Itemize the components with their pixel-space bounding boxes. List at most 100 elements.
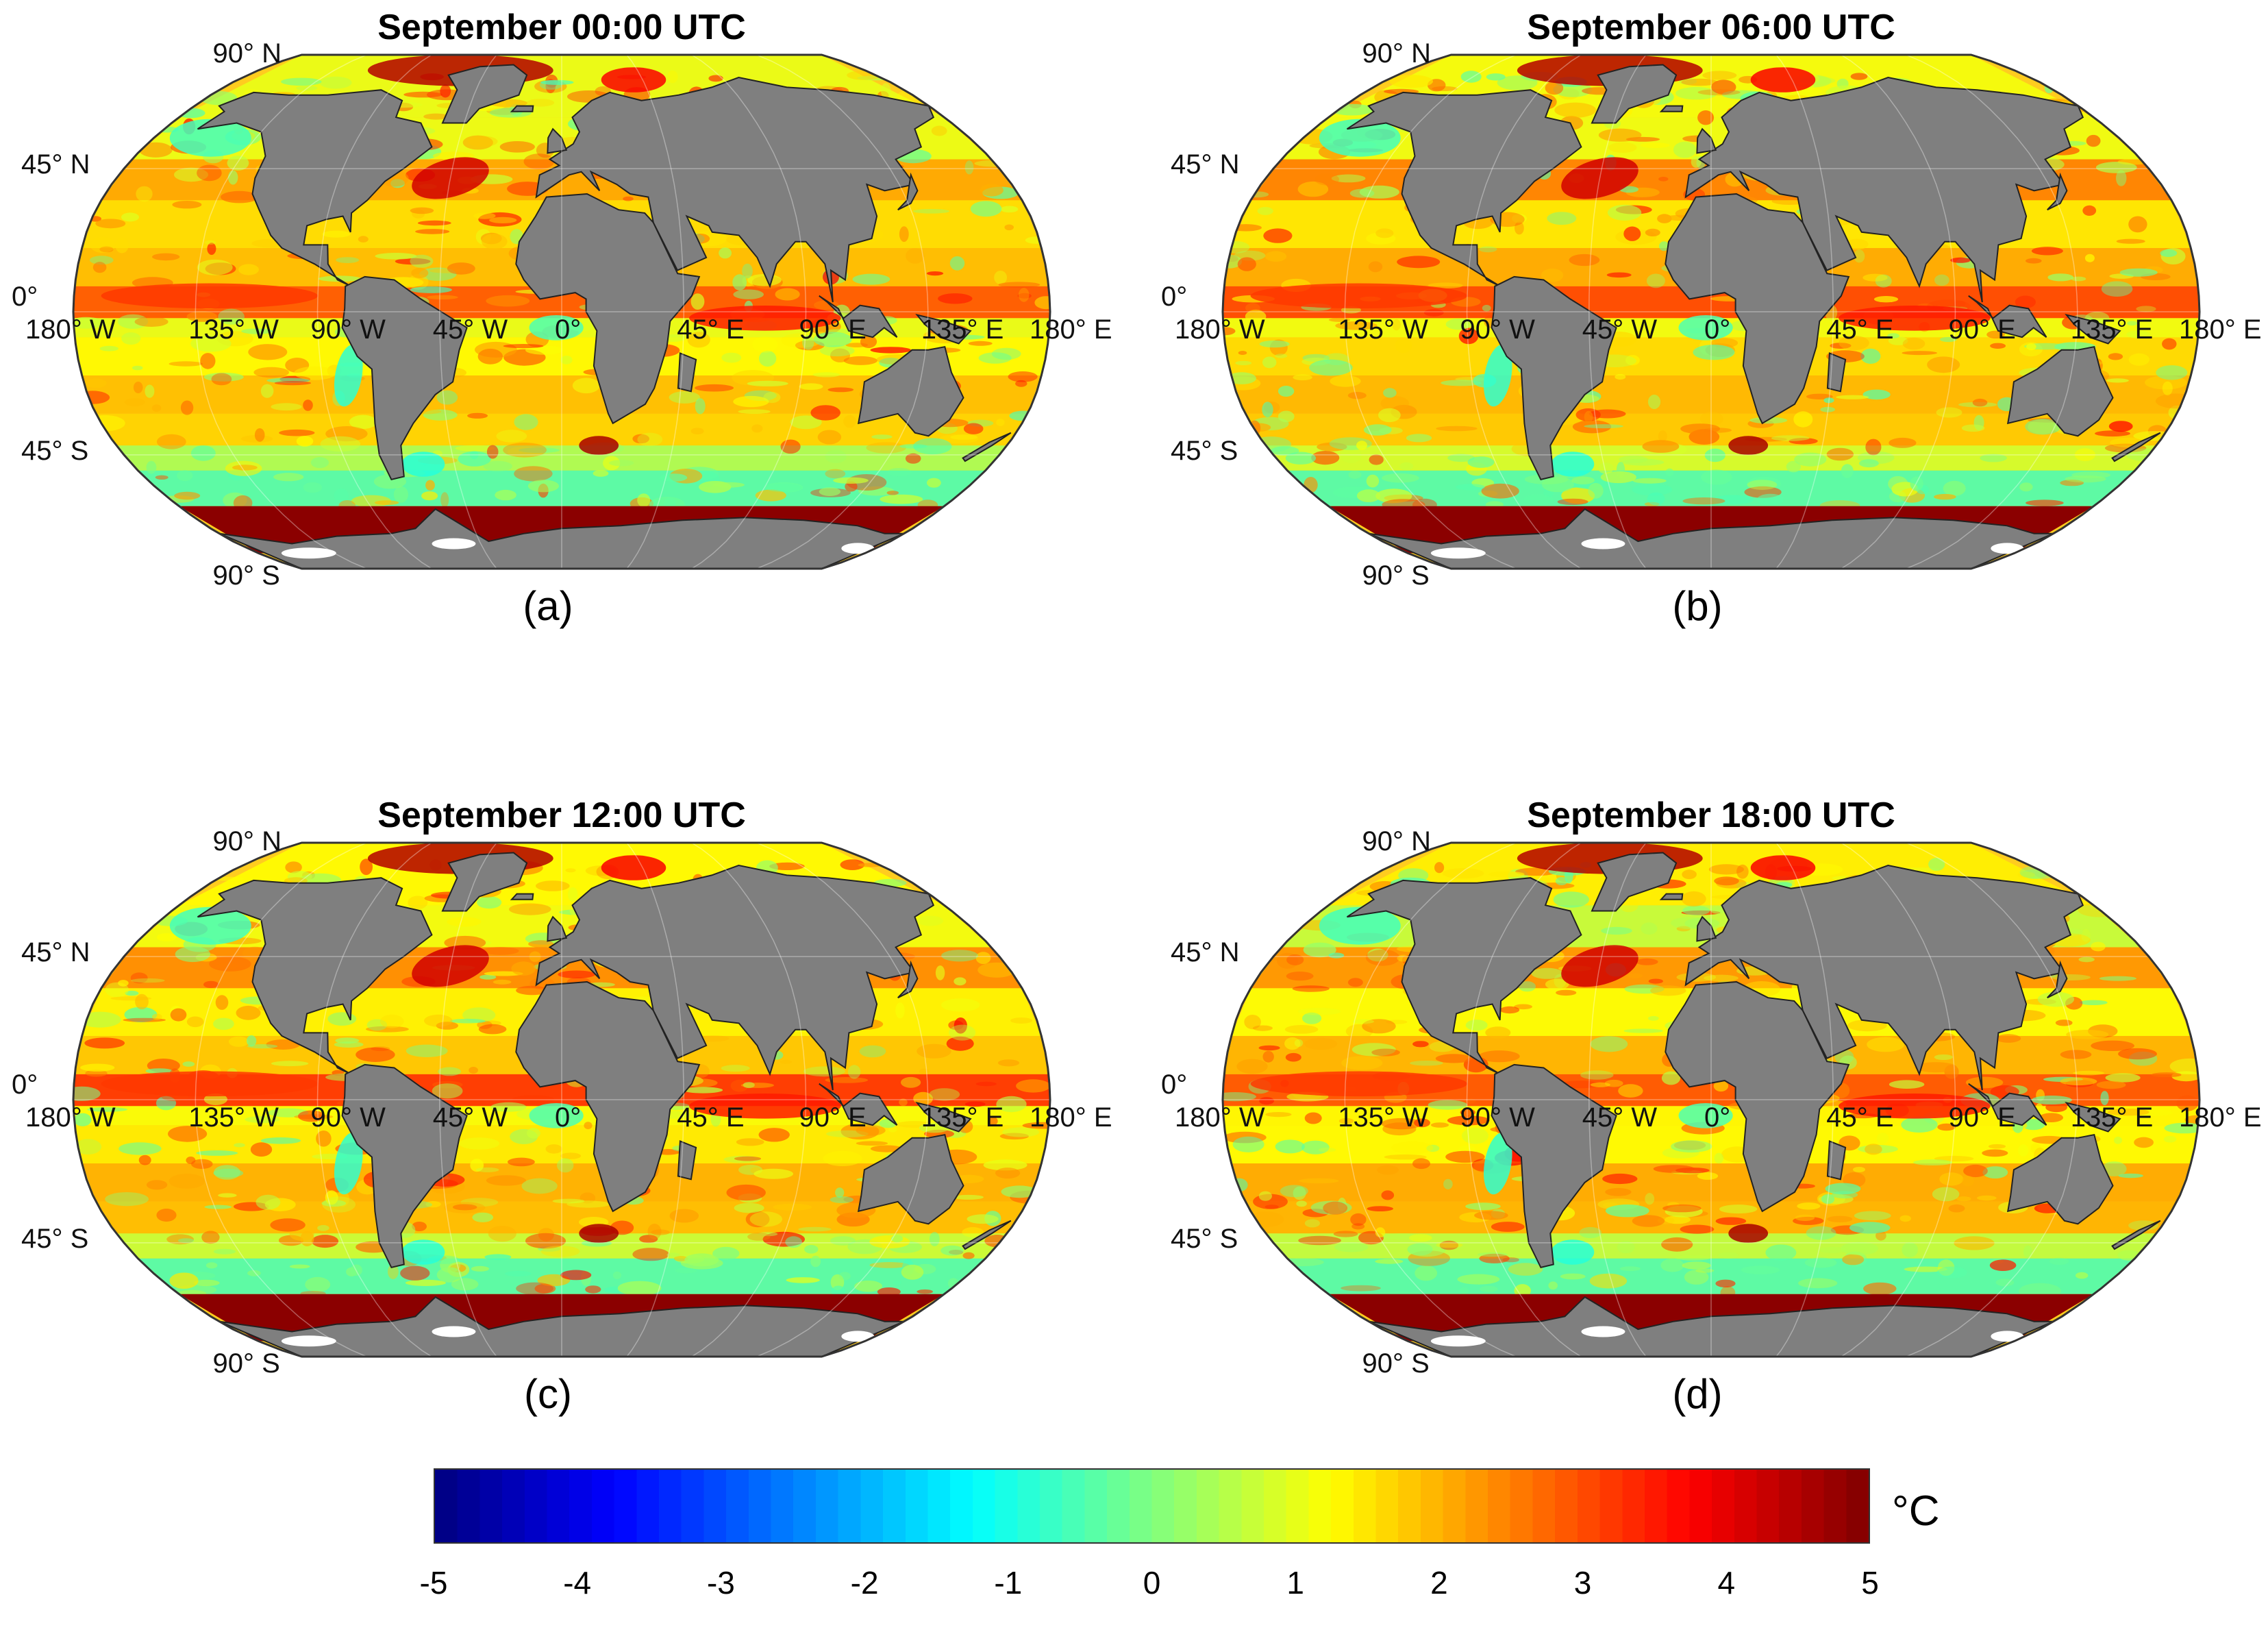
anomaly-patch [512, 1095, 555, 1104]
anomaly-patch [1940, 336, 1957, 343]
anomaly-patch [1556, 989, 1577, 996]
anomaly-patch [1661, 1071, 1681, 1085]
anomaly-patch [1235, 360, 1252, 366]
anomaly-patch [2128, 353, 2149, 366]
anomaly-patch [482, 947, 519, 955]
anomaly-patch [1623, 1028, 1663, 1033]
anomaly-patch [687, 332, 710, 348]
anomaly-patch [612, 1271, 622, 1279]
anomaly-patch [1862, 389, 1891, 400]
anomaly-patch [1653, 1165, 1695, 1173]
anomaly-patch [1301, 1140, 1330, 1154]
anomaly-patch [410, 254, 434, 268]
anomaly-patch [105, 1192, 149, 1207]
anomaly-patch [227, 156, 249, 171]
anomaly-patch [2074, 448, 2096, 462]
anomaly-patch [1888, 336, 1908, 345]
anomaly-patch [319, 76, 352, 89]
anomaly-patch [1414, 1118, 1430, 1128]
anomaly-patch [1227, 372, 1256, 384]
anomaly-patch [738, 409, 771, 414]
anomaly-patch [695, 384, 734, 392]
anomaly-patch [769, 862, 805, 870]
anomaly-patch [1854, 249, 1865, 263]
anomaly-patch [1237, 257, 1256, 271]
anomaly-patch [2076, 1272, 2089, 1279]
anomaly-patch [156, 1209, 177, 1222]
anomaly-patch [708, 75, 723, 82]
anomaly-patch [2116, 170, 2127, 186]
anomaly-patch [917, 1044, 951, 1059]
anomaly-patch [1860, 348, 1881, 364]
anomaly-patch [1456, 484, 1485, 491]
anomaly-patch [1702, 71, 1737, 80]
anomaly-patch [1460, 71, 1482, 83]
anomaly-patch [1589, 1273, 1628, 1289]
anomaly-patch [1485, 1026, 1511, 1039]
anomaly-patch [975, 1081, 997, 1087]
anomaly-patch [266, 1039, 300, 1050]
anomaly-patch [119, 1142, 162, 1155]
anomaly-patch [858, 486, 895, 496]
ice-shelf [1430, 1335, 1486, 1347]
lon-label: 45° W [1582, 1102, 1658, 1133]
anomaly-patch [2108, 421, 2133, 432]
anomaly-patch [92, 262, 107, 273]
anomaly-patch [639, 1235, 658, 1244]
anomaly-patch [503, 344, 544, 349]
anomaly-patch [734, 1202, 764, 1213]
anomaly-patch [505, 1270, 532, 1276]
anomaly-patch [980, 184, 1004, 197]
anomaly-patch [1257, 207, 1273, 215]
anomaly-patch [1375, 1259, 1404, 1264]
anomaly-patch [695, 398, 706, 415]
anomaly-patch [1713, 1081, 1729, 1092]
anomaly-patch [438, 1067, 462, 1076]
meridian-line [756, 843, 929, 1357]
anomaly-patch [1331, 174, 1366, 183]
anomaly-patch [1377, 1165, 1399, 1175]
anomaly-patch [1442, 868, 1484, 879]
meridian-line [1906, 843, 2078, 1357]
anomaly-patch [99, 246, 114, 253]
anomaly-patch [1619, 1266, 1641, 1272]
anomaly-patch [201, 1231, 220, 1244]
anomaly-patch [1598, 128, 1642, 142]
anomaly-patch [745, 1211, 770, 1228]
colorbar-tick-label: 2 [1430, 1565, 1448, 1601]
anomaly-patch [334, 489, 349, 503]
anomaly-patch [1859, 459, 1879, 468]
anomaly-patch [1284, 1037, 1301, 1050]
anomaly-patch [241, 328, 273, 334]
anomaly-patch [2066, 1030, 2109, 1039]
land-antarctica [1369, 508, 2054, 569]
anomaly-patch [1793, 1216, 1824, 1225]
anomaly-patch [647, 1224, 662, 1239]
patagonia-cool [401, 1239, 445, 1265]
anomaly-patch [1621, 458, 1665, 466]
anomaly-patch [190, 335, 232, 352]
anomaly-patch [516, 985, 549, 996]
anomaly-patch [395, 258, 431, 265]
anomaly-patch [525, 1233, 566, 1249]
anomaly-patch [1673, 141, 1697, 158]
anomaly-patch [941, 998, 980, 1012]
anomaly-patch [475, 1167, 499, 1172]
ice-shelf [1581, 538, 1625, 549]
land-madagascar [1826, 352, 1847, 393]
anomaly-patch [1363, 424, 1392, 436]
anomaly-patch [174, 491, 201, 500]
anomaly-patch [1497, 75, 1538, 90]
anomaly-patch [1797, 1202, 1821, 1210]
anomaly-patch [623, 196, 634, 201]
anomaly-patch [1795, 1214, 1815, 1221]
anomaly-patch [1375, 1227, 1386, 1237]
anomaly-patch [2078, 956, 2095, 963]
anomaly-patch [683, 1087, 723, 1094]
anomaly-patch [424, 1014, 453, 1027]
gulf-stream-warm [1561, 945, 1638, 987]
anomaly-patch [1488, 871, 1525, 878]
anomaly-patch [560, 1270, 592, 1281]
anomaly-patch [747, 274, 782, 286]
meridian-line [195, 843, 367, 1357]
